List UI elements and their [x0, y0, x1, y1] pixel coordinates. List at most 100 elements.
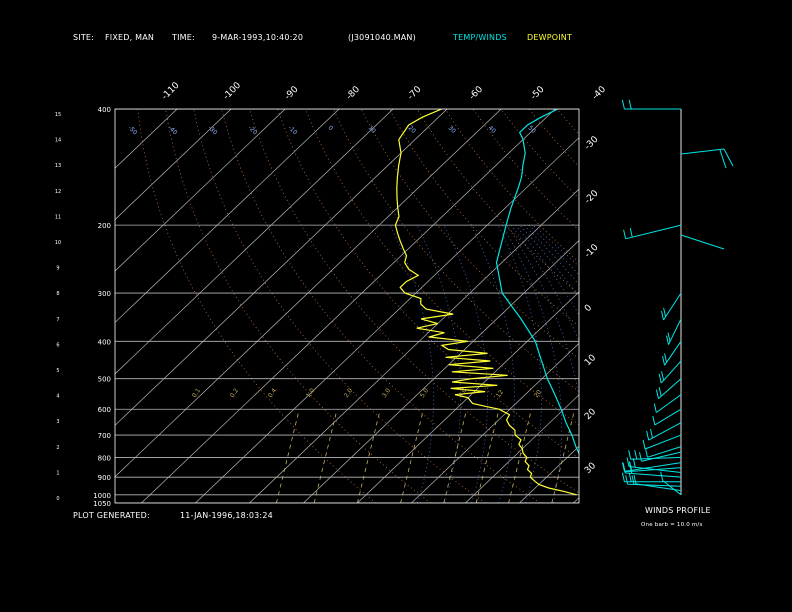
top-temp-tick-label: -90: [283, 84, 301, 102]
plot-generated-value: 11-JAN-1996,18:03:24: [180, 511, 273, 520]
isotherm-line: [465, 394, 579, 503]
dry-adiabat-line: [193, 109, 486, 503]
top-temp-tick-label: -70: [406, 84, 424, 102]
dry-adiabat-line: [137, 109, 377, 503]
isotherm-line: [681, 109, 792, 503]
mixing-ratio-line: [276, 409, 300, 503]
isotherm-label: -50: [127, 124, 139, 136]
wind-barb-flag: [652, 415, 656, 426]
file-id: (J3091040.MAN): [348, 33, 416, 42]
wind-barb-flag: [623, 229, 627, 239]
moist-adiabat-line: [506, 224, 579, 399]
isotherm-line: [735, 109, 792, 503]
wind-barb-flag: [658, 373, 662, 384]
isotherm-line: [195, 137, 579, 503]
temperature-curve: [495, 109, 579, 455]
isotherm-label: -20: [247, 124, 259, 136]
dry-adiabat-line: [249, 109, 579, 494]
winds-profile-title: WINDS PROFILE: [645, 506, 711, 515]
isotherm-label: -40: [167, 124, 179, 136]
wind-barb-flag: [655, 389, 659, 399]
wind-barb-flag: [621, 462, 625, 472]
mixing-ratio-line: [357, 409, 381, 503]
wind-barb: [662, 480, 682, 496]
chart-grid: [115, 109, 792, 503]
height-tick-label: 0: [56, 496, 59, 502]
wind-barb-flag: [633, 474, 637, 484]
wind-barb-200: [680, 234, 725, 250]
isotherm-label: 50: [527, 124, 537, 134]
mixing-ratio-label: 2.0: [343, 387, 354, 399]
isotherm-line: [573, 497, 579, 503]
mixing-ratio-label: 12: [495, 389, 505, 399]
pressure-tick-label: 900: [98, 474, 111, 482]
pressure-tick-label: 500: [98, 376, 111, 384]
wind-barb-flag: [653, 403, 657, 413]
moist-adiabat-line: [470, 224, 515, 503]
dry-adiabat-line: [277, 109, 579, 459]
wind-barb-flag: [632, 458, 636, 468]
height-tick-label: 12: [55, 189, 61, 195]
isotherm-line: [115, 109, 232, 221]
dewpoint-curve: [394, 109, 577, 496]
pressure-tick-label: 1000: [93, 492, 111, 500]
moist-adiabat-line: [532, 224, 579, 268]
wind-barb: [625, 472, 682, 478]
wind-barb-flag: [645, 448, 648, 458]
height-tick-label: 6: [56, 342, 59, 348]
top-temp-tick-label: -40: [591, 84, 609, 102]
height-tick-label: 2: [56, 445, 59, 451]
right-temp-tick-label: 20: [583, 407, 598, 422]
plot-generated-label: PLOT GENERATED:: [73, 511, 150, 520]
wind-barb-flag: [661, 371, 665, 381]
wind-barb-flag: [650, 428, 654, 439]
mixing-ratio-line: [443, 409, 468, 503]
wind-barb: [660, 360, 682, 384]
wind-barb-flag: [658, 387, 662, 397]
wind-barb-flag: [666, 335, 669, 345]
right-temp-tick-label: -20: [583, 188, 601, 206]
wind-barb-flag: [663, 307, 667, 317]
isotherm-line: [249, 188, 579, 503]
wind-barb: [624, 462, 682, 472]
isotherm-line: [115, 109, 394, 375]
right-temp-tick-label: 0: [583, 303, 594, 314]
isotherm-line: [115, 109, 178, 169]
wind-barb-flag: [621, 472, 625, 482]
isotherm-line: [303, 240, 579, 503]
dry-adiabat-line: [305, 109, 579, 426]
height-tick-label: 3: [56, 419, 59, 425]
legend-temp-winds: TEMP/WINDS: [453, 33, 507, 42]
height-tick-label: 5: [56, 368, 59, 374]
wind-barb-flag: [662, 356, 666, 366]
wind-barb-flag: [622, 462, 626, 472]
site-value: FIXED, MAN: [105, 33, 155, 42]
isotherm-label: 20: [407, 124, 417, 134]
top-temp-tick-label: -110: [160, 80, 182, 102]
mixing-ratio-label: 0.2: [229, 387, 240, 399]
barb-note: One barb = 10.0 m/s: [641, 522, 703, 528]
wind-barb-flag: [629, 228, 633, 238]
pressure-tick-label: 400: [98, 106, 111, 114]
pressure-tick-label: 700: [98, 432, 111, 440]
isotherm-label: 10: [367, 124, 377, 134]
dry-adiabat-line: [528, 109, 579, 167]
wind-barb: [625, 467, 682, 473]
time-label: TIME:: [172, 33, 195, 42]
sounding-curves: [394, 109, 579, 496]
right-temp-tick-label: 30: [583, 461, 598, 476]
isotherm-line: [115, 109, 340, 323]
pressure-tick-label: 200: [98, 222, 111, 230]
isotherm-label: -30: [207, 124, 219, 136]
wind-barb-flag: [664, 353, 668, 363]
height-tick-label: 11: [55, 214, 61, 220]
wind-barb-flag: [626, 457, 630, 467]
isotherm-line: [627, 109, 792, 503]
isotherm-line: [357, 291, 579, 503]
mixing-ratio-label: 0.1: [191, 387, 202, 399]
dry-adiabat-line: [221, 109, 541, 503]
isotherm-label: 30: [447, 124, 457, 134]
height-tick-label: 13: [55, 163, 61, 169]
